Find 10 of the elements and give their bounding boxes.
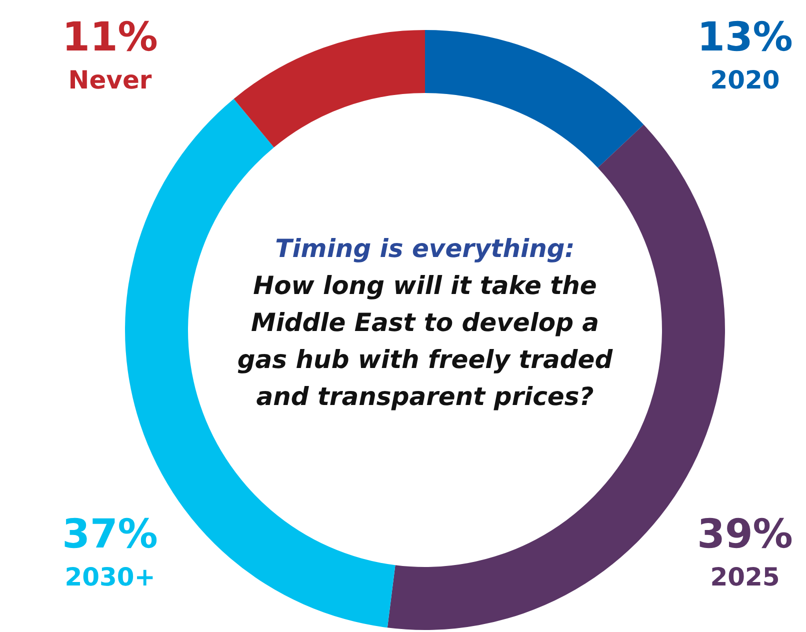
slice-label: 2025: [710, 562, 780, 592]
slice-label: 2020: [710, 66, 780, 94]
data-label: 11%: [62, 14, 158, 60]
data-label: 37%: [62, 511, 158, 558]
data-label: 39%: [697, 511, 793, 558]
data-label: 13%: [697, 14, 793, 60]
slice-label: Never: [68, 66, 152, 94]
text: Timing is everything:: [274, 233, 576, 265]
slice-label: 2030+: [64, 562, 156, 592]
text: How long will it take the Middle East to develop a gas hub with freely traded and transparent prices?: [236, 270, 614, 413]
